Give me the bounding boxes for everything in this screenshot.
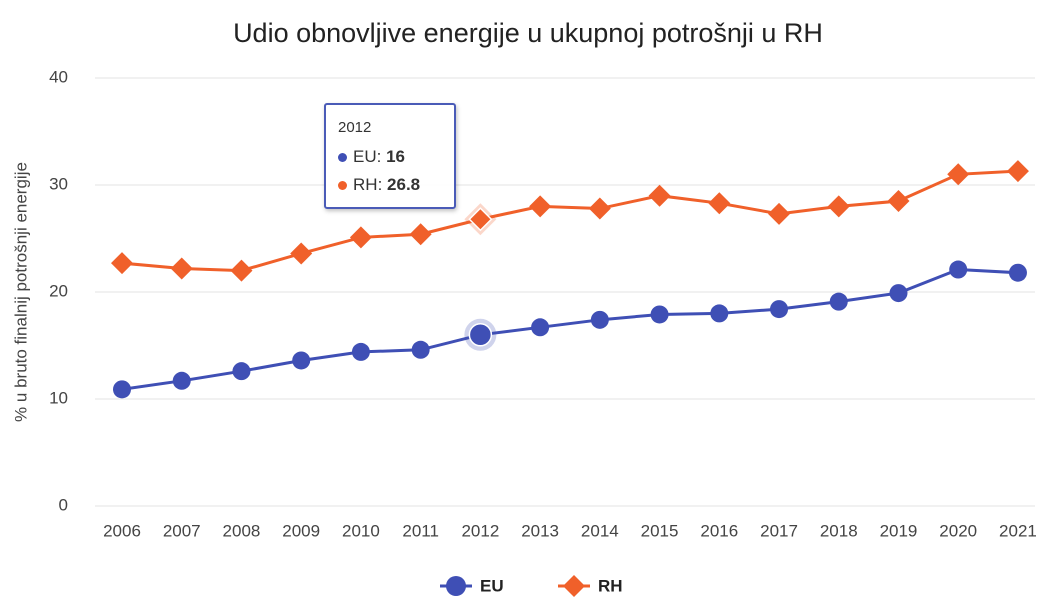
point bbox=[468, 207, 493, 232]
legend-label: EU bbox=[480, 576, 504, 595]
tooltip-dot bbox=[338, 153, 347, 162]
x-tick-label: 2017 bbox=[760, 521, 798, 540]
tooltip-value: 26.8 bbox=[387, 175, 421, 194]
y-tick-label: 10 bbox=[49, 388, 68, 407]
point bbox=[529, 195, 552, 218]
line bbox=[121, 268, 1019, 391]
tooltip-value: 16 bbox=[386, 147, 406, 166]
point bbox=[349, 226, 372, 249]
point bbox=[710, 304, 729, 323]
x-tick-label: 2008 bbox=[223, 521, 261, 540]
point bbox=[1008, 263, 1027, 282]
point bbox=[947, 163, 970, 186]
tooltip-series: RH bbox=[353, 175, 382, 194]
point bbox=[889, 284, 908, 303]
point bbox=[588, 197, 611, 220]
tooltip-dot bbox=[338, 181, 347, 190]
x-tick-label: 2013 bbox=[521, 521, 559, 540]
point bbox=[708, 192, 731, 215]
y-tick-label: 30 bbox=[49, 174, 68, 193]
y-tick-label: 40 bbox=[49, 67, 68, 86]
point bbox=[290, 242, 313, 265]
x-tick-label: 2009 bbox=[282, 521, 320, 540]
point bbox=[1006, 160, 1029, 183]
point bbox=[887, 190, 910, 213]
point bbox=[468, 323, 493, 347]
x-tick-label: 2010 bbox=[342, 521, 380, 540]
x-tick-label: 2006 bbox=[103, 521, 141, 540]
point bbox=[829, 292, 848, 311]
point bbox=[230, 259, 253, 282]
point bbox=[648, 184, 671, 207]
point bbox=[770, 300, 789, 319]
point bbox=[232, 362, 251, 381]
legend-label: RH bbox=[598, 576, 623, 595]
x-tick-label: 2016 bbox=[700, 521, 738, 540]
x-tick-label: 2007 bbox=[163, 521, 201, 540]
x-tick-label: 2014 bbox=[581, 521, 619, 540]
tooltip-row: EU 16 bbox=[338, 147, 405, 167]
x-tick-label: 2020 bbox=[939, 521, 977, 540]
y-tick-label: 20 bbox=[49, 281, 68, 300]
point bbox=[590, 310, 609, 329]
point bbox=[827, 195, 850, 218]
legend-marker bbox=[446, 576, 466, 596]
point bbox=[351, 342, 370, 361]
point bbox=[111, 252, 133, 275]
tooltip-series: EU bbox=[353, 147, 381, 166]
point bbox=[650, 305, 669, 324]
x-tick-label: 2019 bbox=[880, 521, 918, 540]
chart-title: Udio obnovljive energije u ukupnoj potro… bbox=[233, 18, 823, 48]
x-tick-label: 2011 bbox=[402, 521, 439, 540]
point bbox=[292, 351, 311, 370]
y-tick-label: 0 bbox=[59, 495, 68, 514]
point bbox=[949, 260, 968, 279]
x-tick-label: 2021 bbox=[999, 521, 1037, 540]
x-tick-label: 2018 bbox=[820, 521, 858, 540]
tooltip-category: 2012 bbox=[338, 119, 372, 136]
point bbox=[172, 371, 191, 390]
legend-marker bbox=[563, 575, 585, 597]
point bbox=[531, 318, 550, 337]
point bbox=[113, 380, 131, 399]
point bbox=[768, 202, 791, 225]
x-tick-label: 2015 bbox=[641, 521, 679, 540]
point bbox=[170, 257, 193, 280]
point bbox=[409, 223, 432, 246]
line bbox=[121, 169, 1019, 273]
y-axis-label: % u bruto finalnij potrošnji energije bbox=[11, 162, 30, 422]
x-tick-label: 2012 bbox=[461, 521, 499, 540]
tooltip-row: RH 26.8 bbox=[338, 175, 420, 195]
tooltip: 2012 EU 16 RH 26.8 bbox=[324, 103, 456, 209]
point bbox=[411, 340, 430, 359]
